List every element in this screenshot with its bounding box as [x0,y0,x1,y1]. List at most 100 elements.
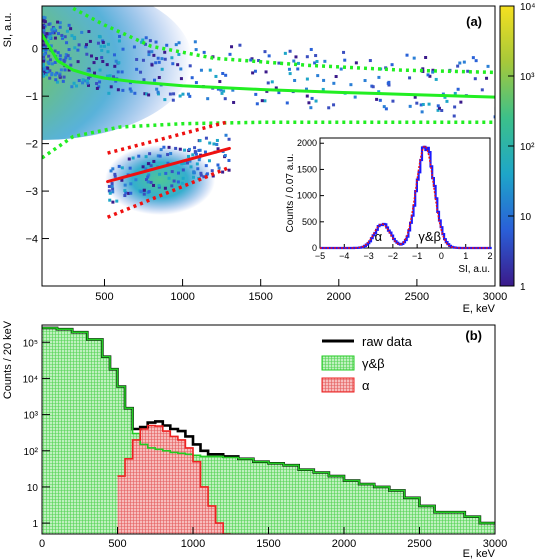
heatmap-cell [120,70,124,74]
heatmap-cell [387,83,391,87]
heatmap-cell [408,104,412,108]
panel-a-x-tick-label: 500 [95,291,113,303]
heatmap-cell [111,187,115,191]
heatmap-cell [63,35,67,39]
heatmap-cell [480,88,484,92]
heatmap-cell [413,95,417,99]
heatmap-cell [167,176,171,180]
heatmap-cell [194,152,198,156]
heatmap-cell [197,148,201,152]
heatmap-cell [181,176,185,180]
heatmap-cell [274,86,278,90]
heatmap-cell [412,56,416,60]
heatmap-cell [177,41,181,45]
panel-a-x-tick-label: 2500 [405,291,429,303]
heatmap-cell [42,33,46,37]
heatmap-cell [53,36,57,40]
heatmap-cell [424,55,428,59]
heatmap-cell [198,139,202,143]
heatmap-cell [55,80,59,84]
heatmap-cell [146,180,150,184]
heatmap-cell [129,182,133,186]
heatmap-cell [140,40,144,44]
heatmap-cell [431,68,435,72]
heatmap-cell [55,71,59,75]
heatmap-cell [368,59,372,63]
heatmap-cell [420,110,424,114]
heatmap-cell [120,166,124,170]
panel-b-x-tick-label: 2000 [332,538,356,550]
heatmap-cell [85,52,89,56]
legend-label-2: α [362,378,370,393]
heatmap-cell [84,79,88,83]
heatmap-cell [288,49,292,53]
heatmap-cell [62,58,66,62]
heatmap-cell [42,74,46,78]
heatmap-cell [113,64,117,68]
colorbar-tick-label: 10⁴ [520,2,535,13]
heatmap-cell [332,81,336,85]
heatmap-cell [152,159,156,163]
heatmap-cell [42,28,46,32]
heatmap-cell [61,79,65,83]
heatmap-cell [141,58,145,62]
panel-b-x-tick-label: 1000 [181,538,205,550]
heatmap-cell [67,23,71,27]
heatmap-cell [216,147,220,151]
inset-x-tick-label: 0 [439,251,444,261]
inset-x-tick-label: −2 [388,251,398,261]
selection-curve-3 [106,146,231,184]
heatmap-cell [105,74,109,78]
heatmap-cell [42,15,46,19]
heatmap-cell [58,57,62,61]
inset-x-tick-label: −1 [412,251,422,261]
heatmap-cell [466,69,470,73]
heatmap-cell [156,154,160,158]
alpha-fill [117,425,231,534]
colorbar-tick-label: 10² [520,142,535,153]
heatmap-cell [117,39,121,43]
panel-a-y-axis-label: SI, a.u. [2,13,14,48]
heatmap-cell [164,171,168,175]
heatmap-cell [106,50,110,54]
heatmap-cell [304,87,308,91]
heatmap-cell [167,145,171,149]
heatmap-cell [221,170,225,174]
heatmap-cell [194,81,198,85]
heatmap-cell [162,145,166,149]
heatmap-cell [42,71,46,75]
heatmap-cell [156,90,160,94]
inset-x-tick-label: −4 [339,251,349,261]
heatmap-cell [146,162,150,166]
heatmap-cell [43,69,47,73]
colorbar-ticks: 1 10 10² 10³ 10⁴ [508,2,535,293]
panel-b-x-axis-label: E, keV [463,548,496,560]
heatmap-cell [195,162,199,166]
heatmap-cell [45,69,49,73]
panel-a-frame [41,5,496,287]
heatmap-cell [210,169,214,173]
heatmap-cell [375,97,379,101]
heatmap-cell [144,155,148,159]
heatmap-cell [148,39,152,43]
heatmap-cell [196,167,200,171]
heatmap-cell [427,102,431,106]
gamma-beta-line [42,327,495,524]
heatmap-cell [179,67,183,71]
heatmap-cell [222,89,226,93]
heatmap-cell [110,184,114,188]
legend-swatch-2 [321,377,355,393]
heatmap-cell [100,56,104,60]
heatmap-cell [84,45,88,49]
heatmap-cell [129,89,133,93]
heatmap-cell [111,75,115,79]
heatmap-cell [108,191,112,195]
heatmap-cell [314,54,318,58]
heatmap-cell [127,157,131,161]
heatmap-cell [54,78,58,82]
heatmap-cell [354,61,358,65]
heatmap-cell [111,190,115,194]
heatmap-cell [58,74,62,78]
heatmap-cell [327,106,331,110]
heatmap-cell [188,159,192,163]
